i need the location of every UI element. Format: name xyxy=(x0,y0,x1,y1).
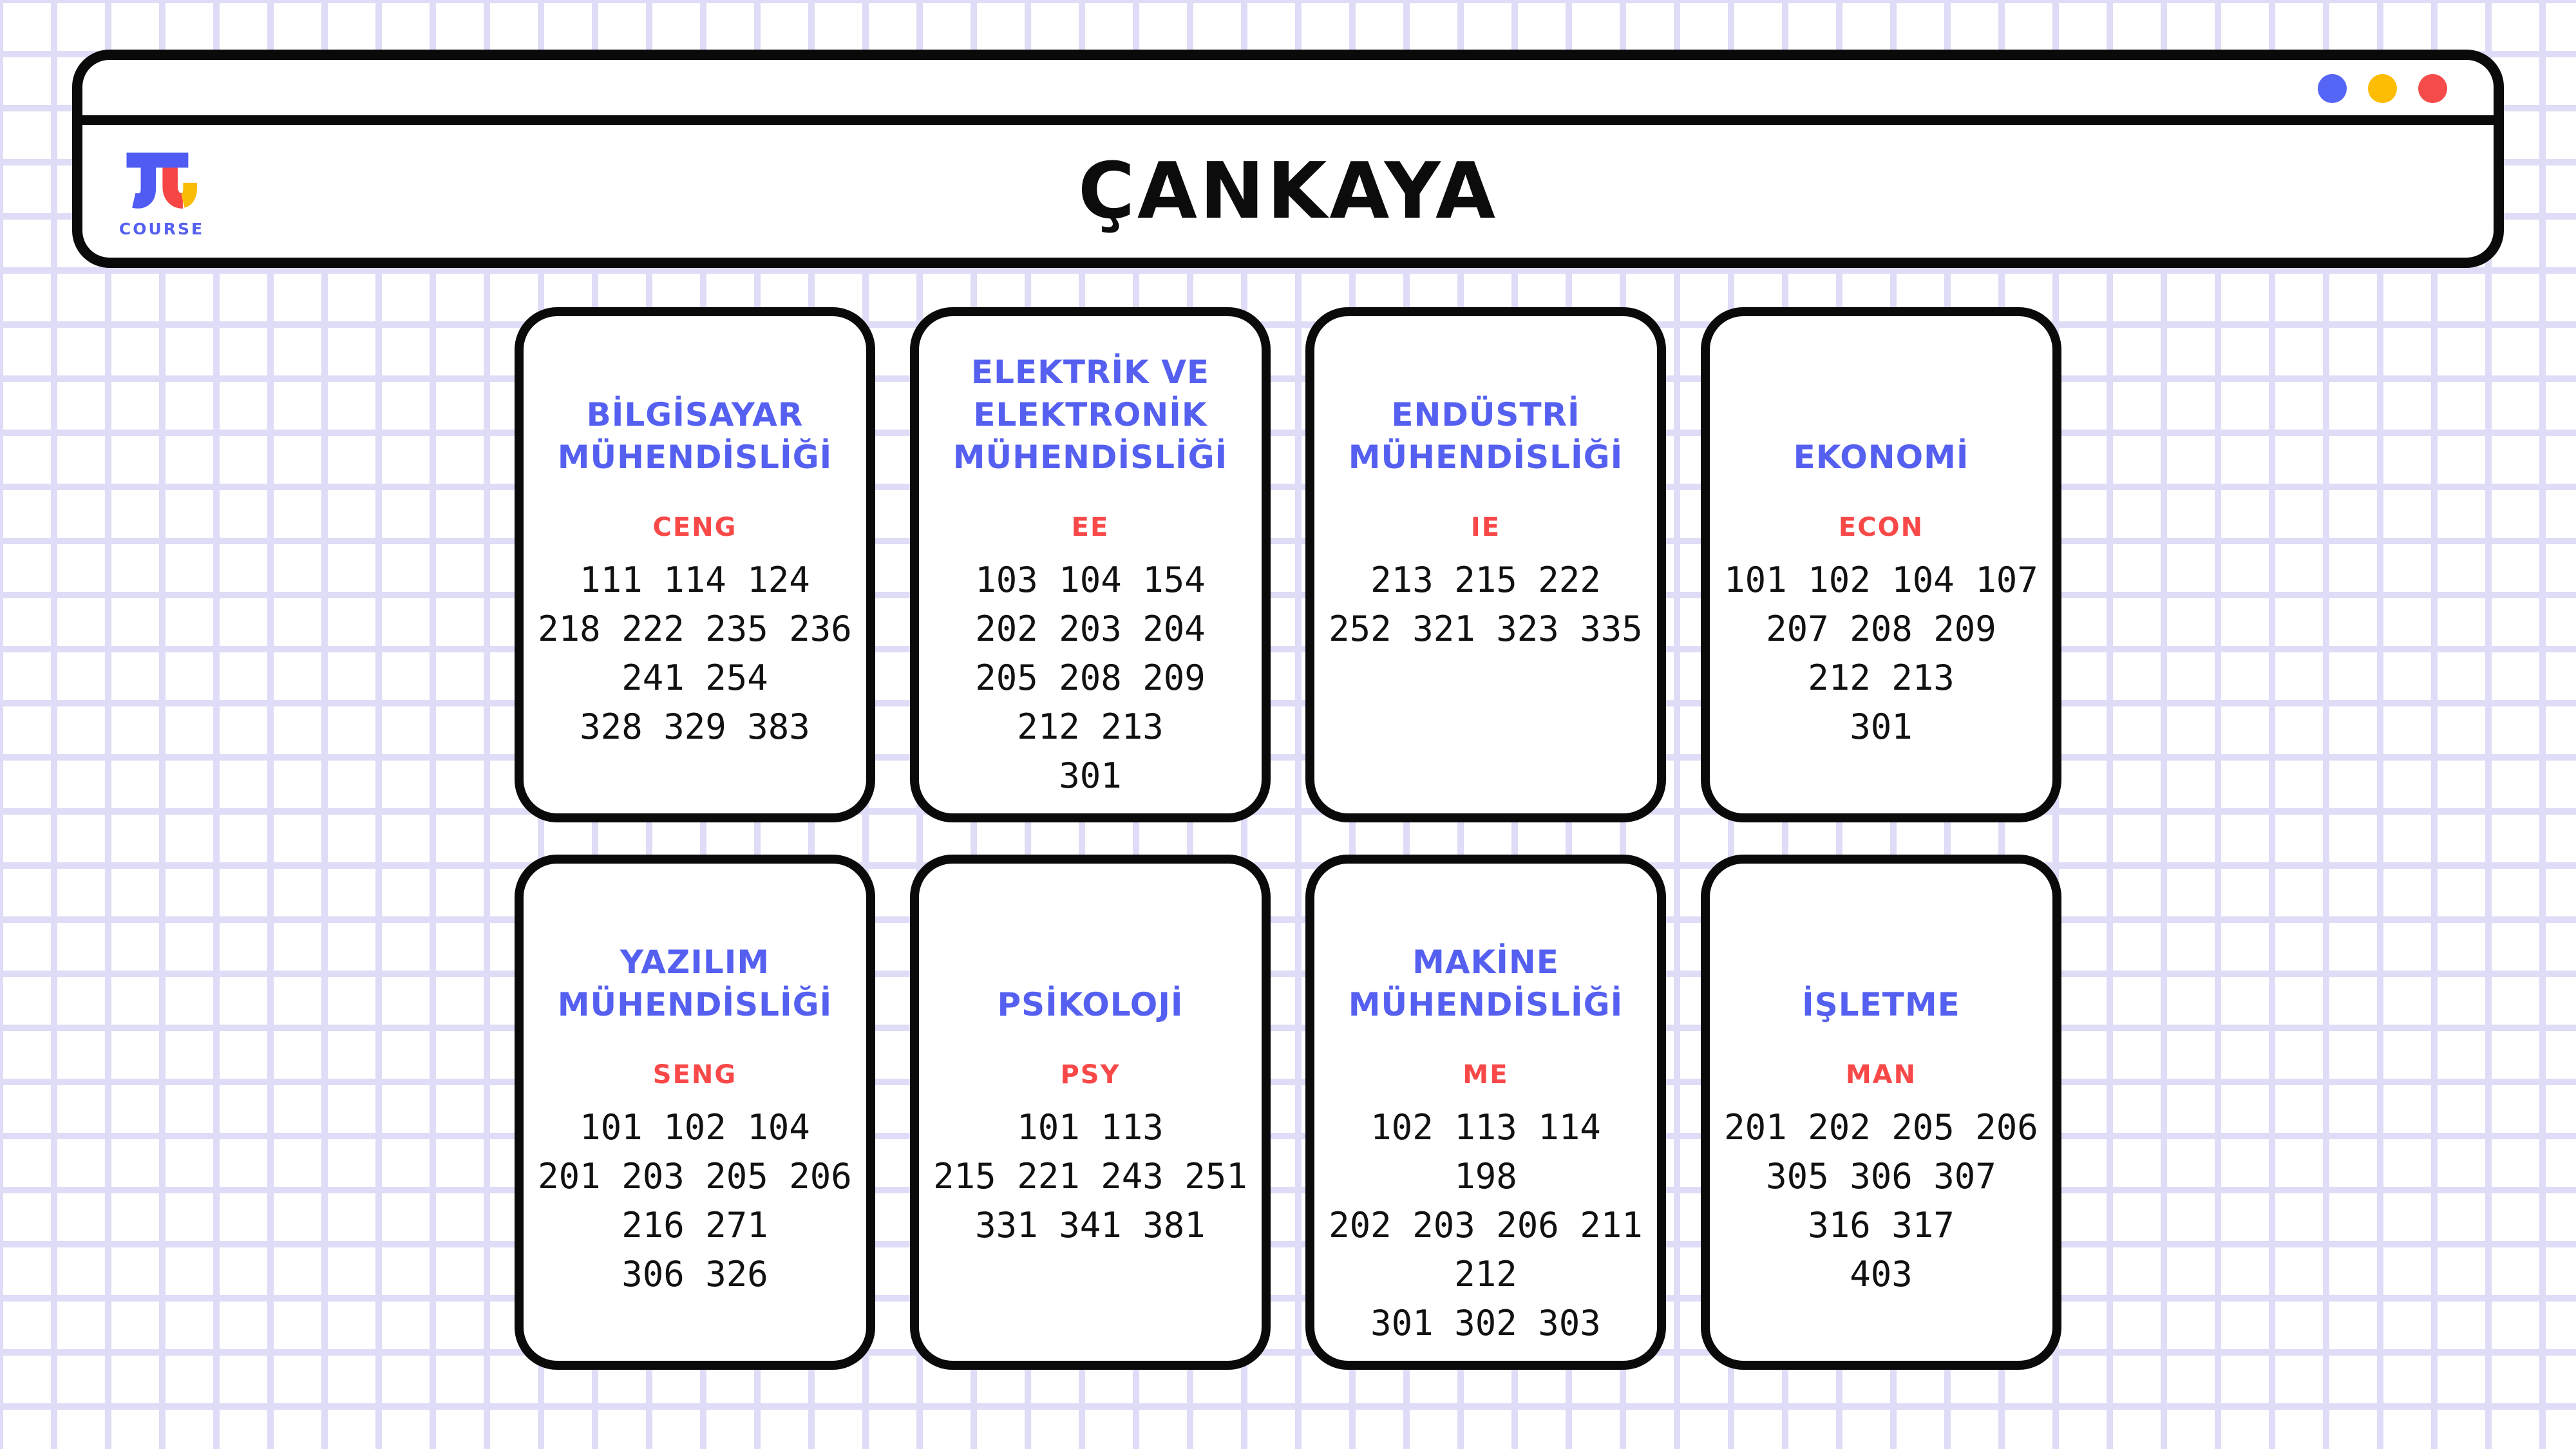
course-codes-line: 103 104 154 xyxy=(975,560,1206,600)
course-code-label: CENG xyxy=(652,513,737,542)
department-card: PSİKOLOJİ PSY 101 113 215 221 243 251 331 … xyxy=(910,855,1271,1370)
pi-logo-icon xyxy=(125,151,198,214)
course-codes-line: 252 321 323 335 xyxy=(1329,609,1643,649)
course-codes-line: 212 213 xyxy=(1808,658,1955,698)
course-codes-line: 306 326 xyxy=(621,1254,768,1294)
course-codes-line: 198 xyxy=(1454,1156,1517,1197)
department-title: ELEKTRİK VE ELEKTRONİK MÜHENDİSLİĞİ xyxy=(952,354,1228,476)
course-number-list: 111 114 124 218 222 235 236 241 254 328 329… xyxy=(538,556,852,752)
course-codes-line: 205 208 209 xyxy=(975,658,1206,698)
course-codes-line: 212 xyxy=(1454,1254,1517,1294)
course-code-label: MAN xyxy=(1845,1060,1917,1090)
brand-logo: COURSE xyxy=(118,151,205,238)
department-card: ENDÜSTRİ MÜHENDİSLİĞİ IE 213 215 222 252 … xyxy=(1305,307,1666,822)
course-number-list: 101 113 215 221 243 251 331 341 381 xyxy=(933,1103,1247,1250)
department-cards: BİLGİSAYAR MÜHENDİSLİĞİ CENG 111 114 124… xyxy=(515,307,2061,1370)
course-codes-line: 201 202 205 206 xyxy=(1724,1107,2038,1148)
department-title: EKONOMİ xyxy=(1793,439,1969,476)
course-codes-line: 305 306 307 xyxy=(1766,1156,1996,1197)
course-code-label: PSY xyxy=(1060,1060,1121,1090)
browser-window: ÇANKAYA COURSE xyxy=(72,50,2504,268)
course-number-list: 101 102 104 107 207 208 209 212 213 301 xyxy=(1724,556,2038,752)
course-code-label: ECON xyxy=(1838,513,1924,542)
course-codes-line: 102 113 114 xyxy=(1370,1107,1601,1148)
course-codes-line: 301 xyxy=(1059,755,1122,796)
window-controls xyxy=(2318,74,2447,103)
course-codes-line: 101 102 104 107 xyxy=(1724,560,2038,600)
department-card: İŞLETME MAN 201 202 205 206 305 306 307 31… xyxy=(1701,855,2061,1370)
header-divider xyxy=(82,115,2494,125)
department-title: PSİKOLOJİ xyxy=(997,986,1184,1023)
department-title: BİLGİSAYAR MÜHENDİSLİĞİ xyxy=(557,396,833,476)
course-code-label: IE xyxy=(1470,513,1501,542)
course-codes-line: 215 221 243 251 xyxy=(933,1156,1247,1197)
department-title: ENDÜSTRİ MÜHENDİSLİĞİ xyxy=(1348,396,1624,476)
course-code-label: SENG xyxy=(652,1060,737,1090)
department-card: YAZILIM MÜHENDİSLİĞİ SENG 101 102 104 201… xyxy=(515,855,875,1370)
window-control-blue[interactable] xyxy=(2318,74,2347,103)
course-number-list: 101 102 104 201 203 205 206 216 271 306 326 xyxy=(538,1103,852,1299)
course-codes-line: 111 114 124 xyxy=(580,560,810,600)
department-card: ELEKTRİK VE ELEKTRONİK MÜHENDİSLİĞİ EE 1… xyxy=(910,307,1271,822)
course-codes-line: 403 xyxy=(1850,1254,1913,1294)
course-codes-line: 202 203 204 xyxy=(975,609,1206,649)
course-codes-line: 301 302 303 xyxy=(1370,1303,1601,1343)
course-codes-line: 213 215 222 xyxy=(1370,560,1601,600)
course-codes-line: 316 317 xyxy=(1808,1205,1955,1245)
window-control-red[interactable] xyxy=(2418,74,2447,103)
course-codes-line: 212 213 xyxy=(1017,706,1164,747)
course-number-list: 102 113 114 198 202 203 206 211 212 301 302 … xyxy=(1329,1103,1643,1348)
course-codes-line: 101 102 104 xyxy=(580,1107,810,1148)
course-codes-line: 301 xyxy=(1850,706,1913,747)
department-card: EKONOMİ ECON 101 102 104 107 207 208 209 2… xyxy=(1701,307,2061,822)
department-card: MAKİNE MÜHENDİSLİĞİ ME 102 113 114 198 202… xyxy=(1305,855,1666,1370)
course-codes-line: 101 113 xyxy=(1017,1107,1164,1148)
header-lower: ÇANKAYA xyxy=(82,125,2494,258)
course-code-label: EE xyxy=(1071,513,1110,542)
course-codes-line: 216 271 xyxy=(621,1205,768,1245)
brand-wordmark: COURSE xyxy=(118,220,205,238)
course-code-label: ME xyxy=(1463,1060,1509,1090)
course-number-list: 103 104 154 202 203 204 205 208 209 212 213… xyxy=(975,556,1206,800)
window-control-yellow[interactable] xyxy=(2368,74,2397,103)
course-codes-line: 241 254 xyxy=(621,658,768,698)
course-codes-line: 328 329 383 xyxy=(580,706,810,747)
department-title: İŞLETME xyxy=(1802,986,1960,1023)
course-codes-line: 201 203 205 206 xyxy=(538,1156,852,1197)
course-codes-line: 331 341 381 xyxy=(975,1205,1206,1245)
course-codes-line: 207 208 209 xyxy=(1766,609,1996,649)
course-codes-line: 202 203 206 211 xyxy=(1329,1205,1643,1245)
department-title: YAZILIM MÜHENDİSLİĞİ xyxy=(557,943,833,1023)
page-title: ÇANKAYA xyxy=(1077,146,1499,236)
department-card: BİLGİSAYAR MÜHENDİSLİĞİ CENG 111 114 124… xyxy=(515,307,875,822)
course-codes-line: 218 222 235 236 xyxy=(538,609,852,649)
course-number-list: 213 215 222 252 321 323 335 xyxy=(1329,556,1643,654)
course-number-list: 201 202 205 206 305 306 307 316 317 403 xyxy=(1724,1103,2038,1299)
department-title: MAKİNE MÜHENDİSLİĞİ xyxy=(1348,943,1624,1023)
